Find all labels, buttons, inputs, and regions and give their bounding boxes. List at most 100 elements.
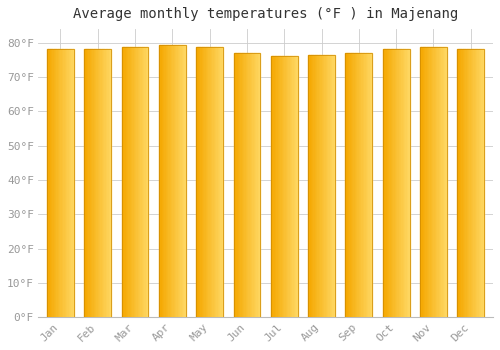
Bar: [219, 47, 220, 317]
Bar: [94, 49, 95, 317]
Bar: [402, 49, 403, 317]
Bar: [92, 49, 94, 317]
Bar: [127, 47, 128, 317]
Bar: [214, 47, 215, 317]
Bar: [107, 49, 108, 317]
Bar: [322, 55, 323, 317]
Bar: [215, 47, 216, 317]
Bar: [180, 45, 182, 317]
Bar: [295, 56, 296, 317]
Bar: [314, 55, 315, 317]
Bar: [199, 47, 200, 317]
Bar: [478, 49, 480, 317]
Bar: [256, 53, 258, 317]
Bar: [212, 47, 214, 317]
Bar: [166, 45, 167, 317]
Bar: [59, 49, 60, 317]
Bar: [178, 45, 179, 317]
Bar: [203, 47, 204, 317]
Bar: [392, 49, 394, 317]
Bar: [110, 49, 111, 317]
Bar: [84, 49, 111, 317]
Bar: [355, 53, 356, 317]
Bar: [388, 49, 390, 317]
Bar: [123, 47, 124, 317]
Bar: [271, 56, 297, 317]
Bar: [202, 47, 203, 317]
Bar: [406, 49, 407, 317]
Bar: [48, 49, 50, 317]
Bar: [315, 55, 316, 317]
Bar: [63, 49, 64, 317]
Bar: [50, 49, 51, 317]
Bar: [274, 56, 275, 317]
Bar: [144, 47, 146, 317]
Bar: [472, 49, 474, 317]
Bar: [175, 45, 176, 317]
Bar: [67, 49, 68, 317]
Bar: [323, 55, 324, 317]
Bar: [332, 55, 334, 317]
Bar: [159, 45, 186, 317]
Bar: [354, 53, 355, 317]
Bar: [330, 55, 331, 317]
Bar: [398, 49, 399, 317]
Bar: [234, 53, 260, 317]
Bar: [102, 49, 103, 317]
Bar: [482, 49, 483, 317]
Bar: [240, 53, 242, 317]
Bar: [278, 56, 279, 317]
Bar: [258, 53, 259, 317]
Bar: [124, 47, 126, 317]
Bar: [136, 47, 138, 317]
Bar: [200, 47, 202, 317]
Bar: [160, 45, 162, 317]
Bar: [250, 53, 251, 317]
Bar: [206, 47, 207, 317]
Bar: [72, 49, 74, 317]
Bar: [210, 47, 211, 317]
Bar: [384, 49, 386, 317]
Bar: [356, 53, 358, 317]
Bar: [288, 56, 290, 317]
Bar: [164, 45, 166, 317]
Bar: [474, 49, 476, 317]
Bar: [179, 45, 180, 317]
Bar: [47, 49, 48, 317]
Bar: [167, 45, 168, 317]
Bar: [131, 47, 132, 317]
Bar: [440, 47, 442, 317]
Bar: [54, 49, 55, 317]
Bar: [290, 56, 291, 317]
Bar: [360, 53, 362, 317]
Bar: [211, 47, 212, 317]
Bar: [395, 49, 396, 317]
Bar: [207, 47, 208, 317]
Bar: [444, 47, 446, 317]
Bar: [146, 47, 147, 317]
Bar: [184, 45, 186, 317]
Bar: [438, 47, 439, 317]
Bar: [86, 49, 87, 317]
Bar: [291, 56, 292, 317]
Bar: [363, 53, 364, 317]
Bar: [404, 49, 406, 317]
Bar: [334, 55, 335, 317]
Bar: [394, 49, 395, 317]
Bar: [68, 49, 70, 317]
Bar: [424, 47, 426, 317]
Bar: [58, 49, 59, 317]
Bar: [220, 47, 222, 317]
Bar: [367, 53, 368, 317]
Bar: [283, 56, 284, 317]
Bar: [71, 49, 72, 317]
Bar: [466, 49, 468, 317]
Bar: [308, 55, 335, 317]
Bar: [382, 49, 409, 317]
Bar: [239, 53, 240, 317]
Bar: [400, 49, 402, 317]
Bar: [292, 56, 294, 317]
Bar: [174, 45, 175, 317]
Bar: [216, 47, 218, 317]
Bar: [259, 53, 260, 317]
